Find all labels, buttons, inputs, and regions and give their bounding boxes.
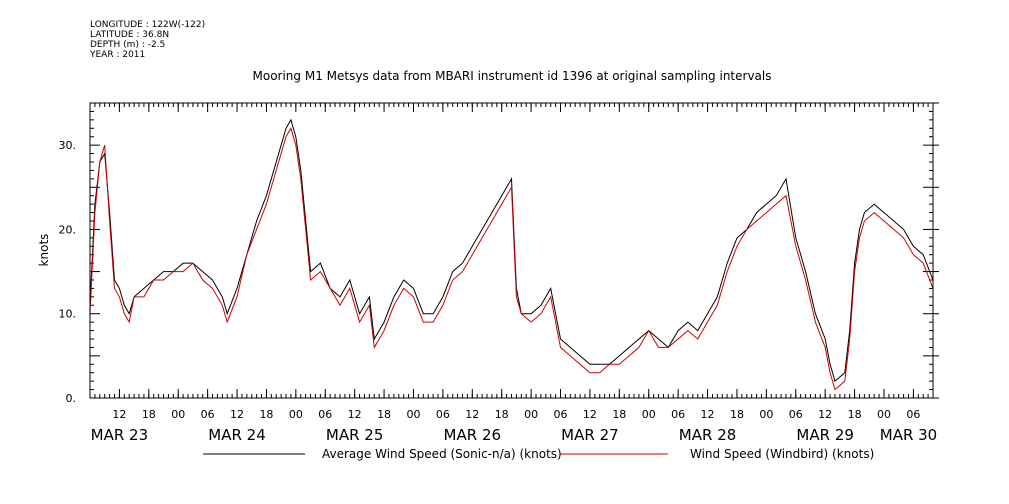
y-tick-label: 30.	[59, 139, 77, 152]
x-tick-label: 18	[259, 408, 273, 421]
x-tick-label: 06	[906, 408, 920, 421]
latitude-label: LATITUDE : 36.8N	[90, 30, 170, 40]
x-day-label: MAR 25	[326, 426, 383, 444]
x-tick-label: 00	[642, 408, 656, 421]
x-day-label: MAR 30	[880, 426, 937, 444]
legend-label-windbird: Wind Speed (Windbird) (knots)	[690, 447, 874, 461]
y-axis-label: knots	[37, 234, 51, 267]
x-tick-label: 00	[289, 408, 303, 421]
x-tick-label: 18	[612, 408, 626, 421]
x-tick-label: 06	[789, 408, 803, 421]
legend-label-average: Average Wind Speed (Sonic-n/a) (knots)	[322, 447, 562, 461]
legend: Average Wind Speed (Sonic-n/a) (knots) W…	[203, 447, 874, 461]
x-tick-label: 18	[377, 408, 391, 421]
x-tick-label: 12	[348, 408, 362, 421]
x-day-label: MAR 29	[796, 426, 853, 444]
x-tick-label: 18	[730, 408, 744, 421]
x-day-label: MAR 27	[561, 426, 618, 444]
x-tick-label: 06	[318, 408, 332, 421]
x-tick-label: 12	[230, 408, 244, 421]
x-tick-label: 18	[495, 408, 509, 421]
longitude-label: LONGITUDE : 122W(-122)	[90, 20, 206, 30]
x-tick-label: 18	[848, 408, 862, 421]
series-line-windbird	[89, 127, 934, 391]
x-tick-label: 06	[554, 408, 568, 421]
depth-label: DEPTH (m) : -2.5	[90, 40, 166, 50]
x-tick-label: 00	[171, 408, 185, 421]
x-tick-label: 12	[583, 408, 597, 421]
x-tick-label: 12	[818, 408, 832, 421]
y-tick-label: 10.	[59, 308, 77, 321]
x-tick-label: 06	[436, 408, 450, 421]
x-day-label: MAR 26	[444, 426, 501, 444]
x-tick-label: 00	[524, 408, 538, 421]
x-day-label: MAR 28	[679, 426, 736, 444]
x-tick-label: 00	[877, 408, 891, 421]
x-tick-label: 18	[142, 408, 156, 421]
y-tick-label: 0.	[66, 392, 77, 405]
x-day-label: MAR 23	[91, 426, 148, 444]
y-tick-label: 20.	[59, 223, 77, 236]
x-tick-label: 12	[112, 408, 126, 421]
x-tick-label: 06	[201, 408, 215, 421]
axis-ticks: 12 18 00 06 12 18 00 06 12 18 00 06 12 18 00 06 12 18 00 06…	[59, 102, 939, 444]
chart-title: Mooring M1 Metsys data from MBARI instru…	[253, 69, 772, 83]
x-tick-label: 00	[759, 408, 773, 421]
x-tick-label: 12	[701, 408, 715, 421]
series-lines	[89, 118, 934, 391]
plot-frame	[89, 102, 934, 399]
x-tick-label: 00	[406, 408, 420, 421]
series-line-average	[89, 118, 934, 382]
x-day-label: MAR 24	[208, 426, 265, 444]
metadata-block: LONGITUDE : 122W(-122) LATITUDE : 36.8N …	[90, 20, 205, 60]
x-tick-label: 06	[671, 408, 685, 421]
year-label: YEAR : 2011	[90, 50, 146, 60]
x-tick-label: 12	[465, 408, 479, 421]
